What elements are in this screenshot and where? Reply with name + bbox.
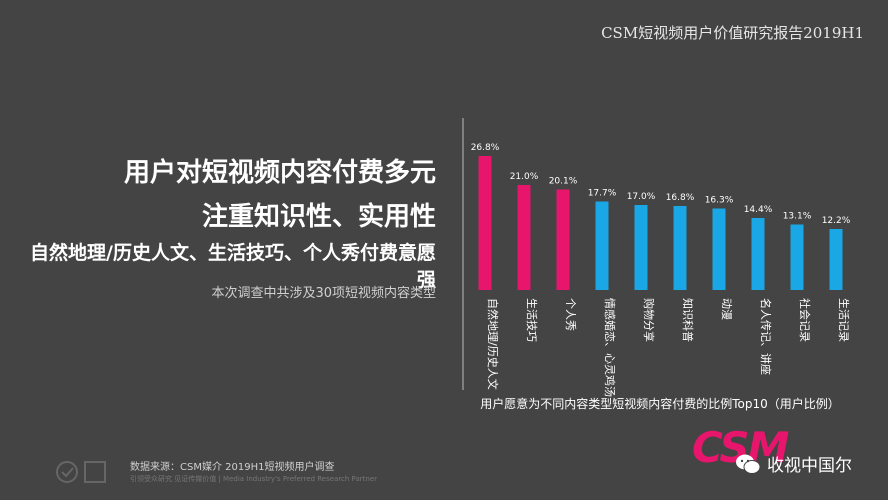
data-source: 数据来源：CSM媒介 2019H1短视频用户调查: [130, 462, 335, 473]
bar-2: [517, 185, 531, 290]
value-label-5: 17.0%: [627, 192, 656, 202]
category-label-3: 个人秀: [564, 298, 577, 331]
bar-5: [634, 205, 648, 290]
value-label-6: 16.8%: [666, 193, 695, 203]
csm-seal-logo-icon: [56, 461, 106, 483]
bar-10: [829, 229, 843, 290]
value-label-8: 14.4%: [744, 205, 773, 215]
report-title: CSM短视频用户价值研究报告2019H1: [601, 24, 864, 42]
value-label-9: 13.1%: [783, 212, 812, 222]
tagline: 引领受众研究 见证传媒价值 | Media Industry's Preferr…: [130, 475, 377, 483]
headline-line-1: 用户对短视频内容付费多元: [123, 158, 436, 188]
value-label-2: 21.0%: [510, 172, 539, 182]
bar-8: [751, 218, 765, 290]
headline-line-2: 注重知识性、实用性: [201, 202, 436, 232]
headline-line-3: 自然地理/历史人文、生活技巧、个人秀付费意愿强: [30, 242, 436, 291]
bar-4: [595, 201, 609, 290]
category-label-9: 社会记录: [798, 298, 812, 342]
category-label-1: 自然地理/历史人文: [486, 298, 500, 390]
bar-9: [790, 224, 804, 290]
bar-6: [673, 206, 687, 290]
bar-chart: 26.8% 自然地理/历史人文 21.0% 生活技巧 20.1% 个人秀 17.7% 情感婚恋…: [462, 118, 851, 397]
wechat-name: 收视中国尔: [767, 456, 852, 476]
wechat-account: 收视中国尔: [735, 451, 852, 476]
value-label-10: 12.2%: [822, 216, 851, 226]
bar-1: [478, 156, 492, 290]
value-label-4: 17.7%: [588, 189, 617, 199]
category-label-4: 情感婚恋、心灵鸡汤: [603, 298, 617, 397]
category-label-6: 知识科普: [681, 298, 695, 342]
category-label-8: 名人传记、讲座: [759, 298, 773, 375]
bar-3: [556, 189, 570, 290]
value-label-1: 26.8%: [471, 143, 500, 153]
chart-caption: 用户愿意为不同内容类型短视频内容付费的比例Top10（用户比例）: [480, 397, 840, 411]
wechat-icon: [736, 454, 761, 474]
category-label-5: 购物分享: [642, 298, 656, 342]
survey-note: 本次调查中共涉及30项短视频内容类型: [211, 286, 436, 301]
value-label-7: 16.3%: [705, 196, 734, 206]
category-label-10: 生活记录: [837, 298, 851, 342]
category-label-2: 生活技巧: [525, 298, 539, 342]
value-label-3: 20.1%: [549, 177, 578, 187]
bar-7: [712, 208, 726, 290]
category-label-7: 动漫: [720, 298, 734, 320]
